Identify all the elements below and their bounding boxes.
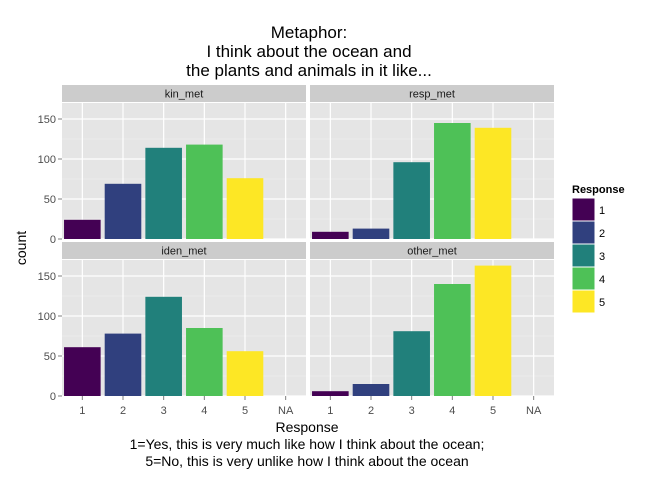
y-axis-title: count bbox=[13, 231, 29, 265]
bar-other_met-2 bbox=[352, 384, 390, 396]
x-axis-note-line-2: 5=No, this is very unlike how I think ab… bbox=[145, 453, 468, 469]
panel-background bbox=[62, 260, 306, 396]
x-tick-label: 3 bbox=[409, 405, 415, 417]
bar-iden_met-2 bbox=[104, 333, 142, 396]
panel-background bbox=[62, 103, 306, 239]
x-axis-label: Response bbox=[275, 419, 338, 435]
x-tick-label: 4 bbox=[201, 405, 207, 417]
y-tick-label: 0 bbox=[50, 391, 56, 403]
title-line-1: Metaphor: bbox=[271, 23, 348, 42]
x-tick-label: 2 bbox=[368, 405, 374, 417]
bar-iden_met-1 bbox=[64, 347, 101, 396]
facet-strip bbox=[310, 242, 554, 259]
title-line-2: I think about the ocean and bbox=[206, 42, 411, 61]
bar-other_met-5 bbox=[474, 265, 512, 396]
bar-kin_met-4 bbox=[186, 144, 223, 239]
legend-key-3 bbox=[571, 243, 596, 268]
legend-label-3: 3 bbox=[599, 251, 605, 263]
legend-key-2 bbox=[571, 220, 596, 245]
legend-label-4: 4 bbox=[599, 274, 605, 286]
facet-strip bbox=[62, 85, 306, 102]
panel-background bbox=[310, 260, 554, 396]
facet-strip-label: resp_met bbox=[409, 89, 455, 101]
bar-other_met-3 bbox=[393, 331, 430, 396]
bar-kin_met-3 bbox=[145, 147, 182, 239]
x-tick-label: 5 bbox=[490, 405, 496, 417]
x-axis-note-line-1: 1=Yes, this is very much like how I thin… bbox=[130, 436, 485, 452]
legend-label-2: 2 bbox=[599, 228, 605, 240]
x-tick-label: 1 bbox=[79, 405, 85, 417]
bar-resp_met-4 bbox=[434, 123, 471, 239]
bar-kin_met-2 bbox=[104, 183, 142, 239]
y-tick-label: 100 bbox=[38, 311, 56, 323]
x-tick-label: 1 bbox=[327, 405, 333, 417]
y-tick-label: 100 bbox=[38, 154, 56, 166]
facet-strip-label: other_met bbox=[407, 246, 457, 258]
y-tick-label: 0 bbox=[50, 234, 56, 246]
facet-strip-label: iden_met bbox=[161, 246, 206, 258]
legend-key-5 bbox=[571, 289, 596, 314]
y-tick-label: 50 bbox=[44, 351, 56, 363]
facet-strip bbox=[62, 242, 306, 259]
x-tick-label: NA bbox=[526, 405, 542, 417]
x-tick-label: 5 bbox=[242, 405, 248, 417]
title-line-3: the plants and animals in it like... bbox=[186, 61, 432, 80]
legend-key-1 bbox=[571, 197, 596, 222]
chart-title: Metaphor: I think about the ocean and th… bbox=[186, 23, 432, 80]
x-axis-title: Response 1=Yes, this is very much like h… bbox=[130, 419, 485, 469]
y-tick-label: 150 bbox=[38, 114, 56, 126]
facet-strip-label: kin_met bbox=[165, 89, 204, 101]
facet-panel-iden_met: iden_met 0 50 100 150 1 2 3 4 5 NA bbox=[38, 242, 306, 417]
bar-iden_met-3 bbox=[145, 296, 182, 396]
bar-iden_met-5 bbox=[226, 351, 264, 396]
bar-resp_met-5 bbox=[474, 127, 512, 239]
facet-panel-kin_met: kin_met 0 50 100 150 bbox=[38, 85, 306, 246]
x-tick-label: 4 bbox=[449, 405, 455, 417]
legend-label-1: 1 bbox=[599, 205, 605, 217]
bar-kin_met-1 bbox=[64, 219, 101, 239]
bar-other_met-1 bbox=[312, 391, 349, 396]
legend-key-4 bbox=[571, 266, 596, 291]
bar-resp_met-1 bbox=[312, 231, 349, 239]
x-tick-label: 3 bbox=[161, 405, 167, 417]
legend: Response 1 2 3 4 5 bbox=[571, 184, 625, 314]
bar-other_met-4 bbox=[434, 284, 471, 396]
bar-iden_met-4 bbox=[186, 328, 223, 396]
x-tick-label: NA bbox=[278, 405, 294, 417]
x-tick-label: 2 bbox=[120, 405, 126, 417]
legend-title: Response bbox=[572, 184, 625, 196]
facet-panel-other_met: other_met 1 2 3 4 5 NA bbox=[310, 242, 554, 417]
bar-resp_met-3 bbox=[393, 162, 430, 239]
legend-label-5: 5 bbox=[599, 297, 605, 309]
y-axis-label: count bbox=[13, 231, 29, 265]
bar-resp_met-2 bbox=[352, 228, 390, 239]
y-tick-label: 50 bbox=[44, 194, 56, 206]
panel-background bbox=[310, 103, 554, 239]
facet-panels: kin_met050100150resp_metiden_met05010015… bbox=[38, 85, 554, 417]
facet-panel-resp_met: resp_met bbox=[310, 85, 554, 240]
facet-strip bbox=[310, 85, 554, 102]
y-tick-label: 150 bbox=[38, 271, 56, 283]
bar-kin_met-5 bbox=[226, 178, 264, 239]
